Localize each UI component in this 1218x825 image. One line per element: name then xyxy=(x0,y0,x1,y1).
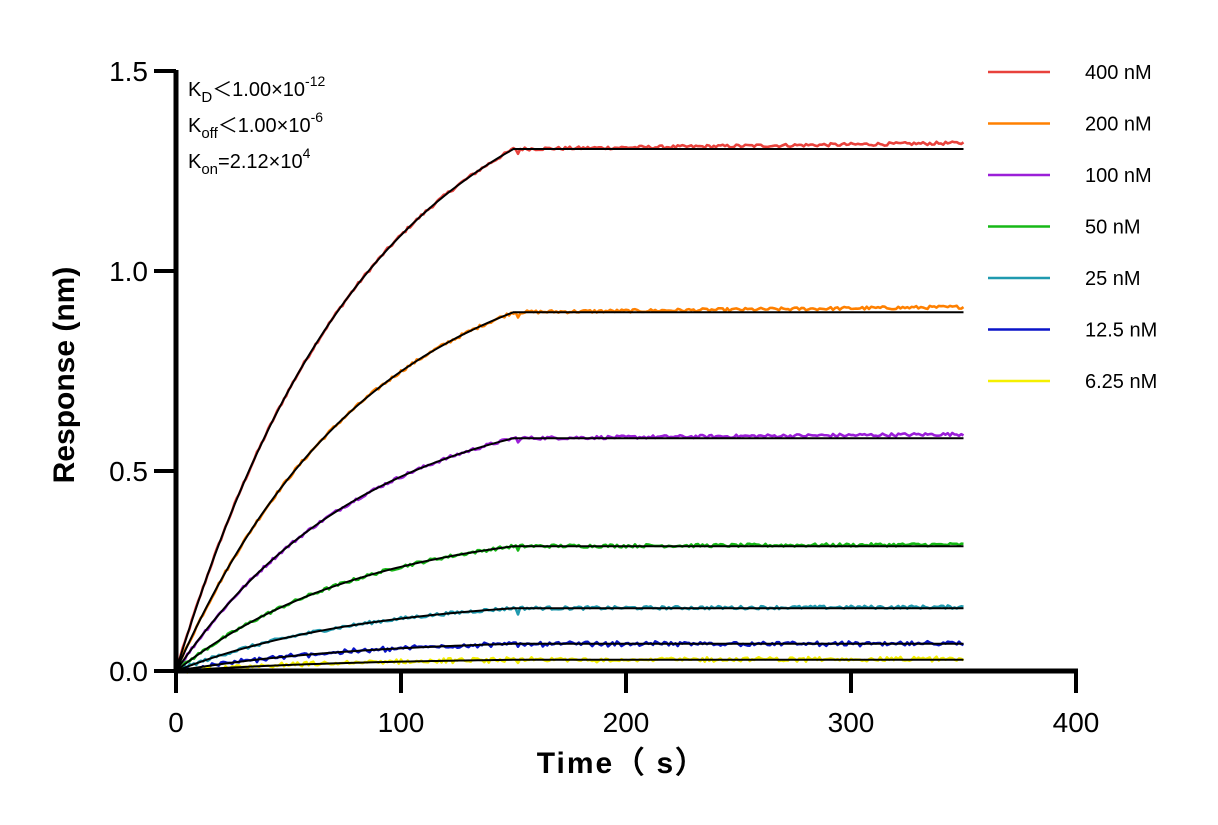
y-tick-label: 0.0 xyxy=(109,656,148,687)
kinetics-annotation: KD＜1.00×10-12 Koff＜1.00×10-6 Kon=2.12×10… xyxy=(188,73,325,178)
fit-line xyxy=(175,148,964,672)
koff-label: Koff＜1.00×10-6 xyxy=(188,109,323,142)
legend-label: 400 nM xyxy=(1085,62,1152,84)
x-tick-label: 400 xyxy=(1053,707,1100,738)
kd-label: KD＜1.00×10-12 xyxy=(188,73,325,106)
y-tick-label: 0.5 xyxy=(109,456,148,487)
fit-line xyxy=(175,545,964,672)
x-tick-label: 100 xyxy=(378,707,425,738)
fit-line xyxy=(175,437,964,672)
fit-line xyxy=(175,311,964,672)
series-line xyxy=(174,304,965,673)
legend-label: 200 nM xyxy=(1085,114,1152,136)
y-tick-label: 1.5 xyxy=(109,56,148,87)
x-tick-label: 300 xyxy=(828,707,875,738)
fit-line xyxy=(175,607,964,672)
y-axis-title: Response (nm) xyxy=(48,267,81,484)
y-tick-label: 1.0 xyxy=(109,256,148,287)
fit-line xyxy=(175,642,964,672)
legend: 400 nM 200 nM 100 nM 50 nM 25 nM 12.5 nM 6.25 … xyxy=(988,62,1157,393)
legend-label: 12.5 nM xyxy=(1085,320,1157,342)
curve-layer xyxy=(174,140,965,674)
fit-layer xyxy=(175,148,964,672)
x-tick-label: 200 xyxy=(603,707,650,738)
y-ticks: 0.0 0.5 1.0 1.5 xyxy=(109,56,176,687)
legend-label: 6.25 nM xyxy=(1085,371,1157,393)
x-tick-label: 0 xyxy=(168,707,184,738)
legend-label: 25 nM xyxy=(1085,268,1141,290)
legend-label: 100 nM xyxy=(1085,165,1152,187)
x-ticks: 0 100 200 300 400 xyxy=(168,671,1099,738)
kon-label: Kon=2.12×104 xyxy=(188,145,311,178)
series-line xyxy=(174,140,965,671)
x-axis-title: Time（ s） xyxy=(537,746,708,780)
legend-label: 50 nM xyxy=(1085,217,1141,239)
fit-line xyxy=(175,658,964,672)
